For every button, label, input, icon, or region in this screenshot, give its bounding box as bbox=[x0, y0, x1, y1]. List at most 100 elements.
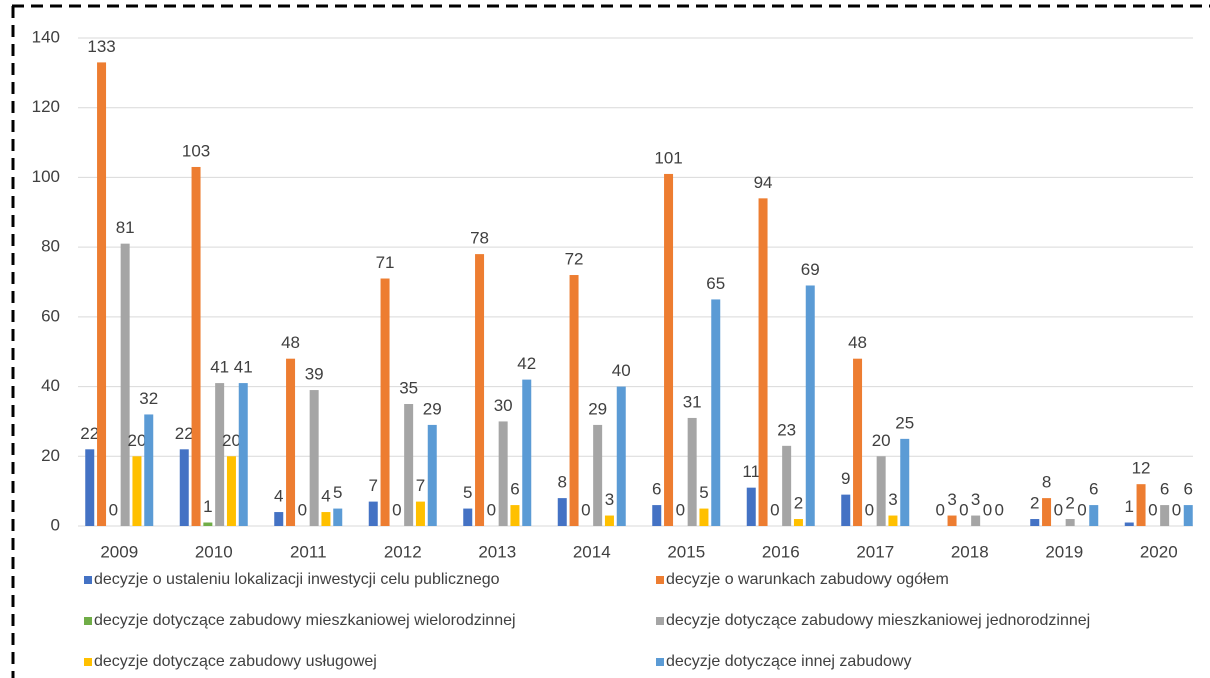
bar bbox=[664, 173, 674, 526]
data-label: 7 bbox=[416, 476, 425, 495]
legend-label: decyzje dotyczące zabudowy mieszkaniowej… bbox=[666, 612, 1090, 629]
data-label: 8 bbox=[1042, 473, 1051, 492]
data-label: 41 bbox=[210, 358, 229, 377]
bar bbox=[805, 285, 815, 526]
bar bbox=[97, 62, 107, 527]
data-label: 11 bbox=[742, 462, 760, 481]
bar bbox=[557, 498, 567, 526]
data-label: 20 bbox=[222, 431, 241, 450]
data-label: 0 bbox=[487, 500, 496, 519]
data-label: 25 bbox=[895, 413, 914, 432]
data-label: 20 bbox=[127, 431, 146, 450]
data-label: 32 bbox=[139, 389, 158, 408]
data-label: 1 bbox=[203, 497, 212, 516]
legend-swatch bbox=[656, 658, 664, 666]
bar bbox=[85, 449, 95, 526]
data-label: 103 bbox=[182, 141, 210, 160]
data-label: 0 bbox=[995, 500, 1004, 519]
data-label: 20 bbox=[872, 431, 891, 450]
bar bbox=[1089, 505, 1099, 526]
bar bbox=[971, 515, 981, 526]
legend-label: decyzje dotyczące zabudowy mieszkaniowej… bbox=[94, 612, 516, 629]
data-label: 9 bbox=[841, 469, 850, 488]
x-tick-label: 2016 bbox=[762, 542, 800, 561]
bar bbox=[593, 424, 603, 526]
x-tick-label: 2009 bbox=[100, 542, 138, 561]
y-tick-label: 40 bbox=[41, 376, 60, 395]
data-label: 23 bbox=[777, 420, 796, 439]
data-label: 22 bbox=[175, 424, 194, 443]
data-label: 0 bbox=[298, 500, 307, 519]
bar bbox=[309, 390, 319, 526]
data-label: 0 bbox=[581, 500, 590, 519]
bar bbox=[475, 254, 485, 526]
data-label: 81 bbox=[116, 218, 135, 237]
legend-swatch bbox=[84, 576, 92, 584]
bar bbox=[687, 417, 697, 526]
data-label: 72 bbox=[565, 250, 584, 269]
data-label: 3 bbox=[947, 490, 956, 509]
data-label: 65 bbox=[706, 274, 725, 293]
x-tick-label: 2013 bbox=[478, 542, 516, 561]
data-label: 1 bbox=[1125, 497, 1134, 516]
data-label: 12 bbox=[1132, 459, 1151, 478]
x-tick-label: 2015 bbox=[667, 542, 705, 561]
legend-label: decyzje o warunkach zabudowy ogółem bbox=[666, 571, 949, 588]
data-label: 0 bbox=[109, 500, 118, 519]
x-tick-label: 2020 bbox=[1140, 542, 1178, 561]
bar bbox=[1065, 519, 1075, 526]
bar bbox=[616, 386, 626, 526]
bar bbox=[652, 505, 662, 526]
data-label: 0 bbox=[959, 500, 968, 519]
bar bbox=[226, 456, 236, 526]
data-label: 101 bbox=[654, 148, 682, 167]
bar bbox=[380, 278, 390, 526]
data-label: 5 bbox=[699, 483, 708, 502]
bar bbox=[427, 424, 437, 526]
y-tick-label: 20 bbox=[41, 446, 60, 465]
data-label: 0 bbox=[1077, 500, 1086, 519]
data-label: 39 bbox=[305, 365, 324, 384]
bar bbox=[569, 275, 579, 526]
bar bbox=[746, 487, 756, 526]
legend-swatch bbox=[84, 658, 92, 666]
data-label: 6 bbox=[1184, 480, 1193, 499]
x-tick-label: 2017 bbox=[856, 542, 894, 561]
data-label: 2 bbox=[1065, 494, 1074, 513]
bar bbox=[1030, 519, 1040, 526]
y-tick-label: 140 bbox=[32, 27, 60, 46]
data-label: 30 bbox=[494, 396, 513, 415]
data-label: 5 bbox=[463, 483, 472, 502]
data-label: 6 bbox=[510, 480, 519, 499]
data-label: 48 bbox=[281, 333, 300, 352]
y-tick-label: 100 bbox=[32, 167, 60, 186]
legend-label: decyzje o ustaleniu lokalizacji inwestyc… bbox=[94, 571, 500, 588]
data-label: 29 bbox=[588, 399, 607, 418]
bar bbox=[120, 243, 130, 526]
data-label: 7 bbox=[369, 476, 378, 495]
bar bbox=[1183, 505, 1193, 526]
data-label: 8 bbox=[558, 473, 567, 492]
data-label: 0 bbox=[676, 500, 685, 519]
data-label: 41 bbox=[234, 358, 253, 377]
data-label: 42 bbox=[517, 354, 536, 373]
data-label: 133 bbox=[87, 37, 115, 56]
bar bbox=[604, 515, 614, 526]
data-label: 71 bbox=[376, 253, 395, 272]
x-tick-label: 2018 bbox=[951, 542, 989, 561]
data-label: 2 bbox=[794, 494, 803, 513]
legend-swatch bbox=[84, 617, 92, 625]
bar bbox=[179, 449, 189, 526]
bar bbox=[203, 522, 213, 526]
data-label: 6 bbox=[1089, 480, 1098, 499]
bar bbox=[699, 508, 709, 526]
y-tick-label: 80 bbox=[41, 237, 60, 256]
bar bbox=[1136, 484, 1146, 526]
data-label: 35 bbox=[399, 378, 418, 397]
legend-label: decyzje dotyczące zabudowy usługowej bbox=[94, 653, 377, 670]
data-label: 3 bbox=[971, 490, 980, 509]
data-label: 31 bbox=[683, 392, 702, 411]
data-label: 6 bbox=[1160, 480, 1169, 499]
bar bbox=[947, 515, 957, 526]
